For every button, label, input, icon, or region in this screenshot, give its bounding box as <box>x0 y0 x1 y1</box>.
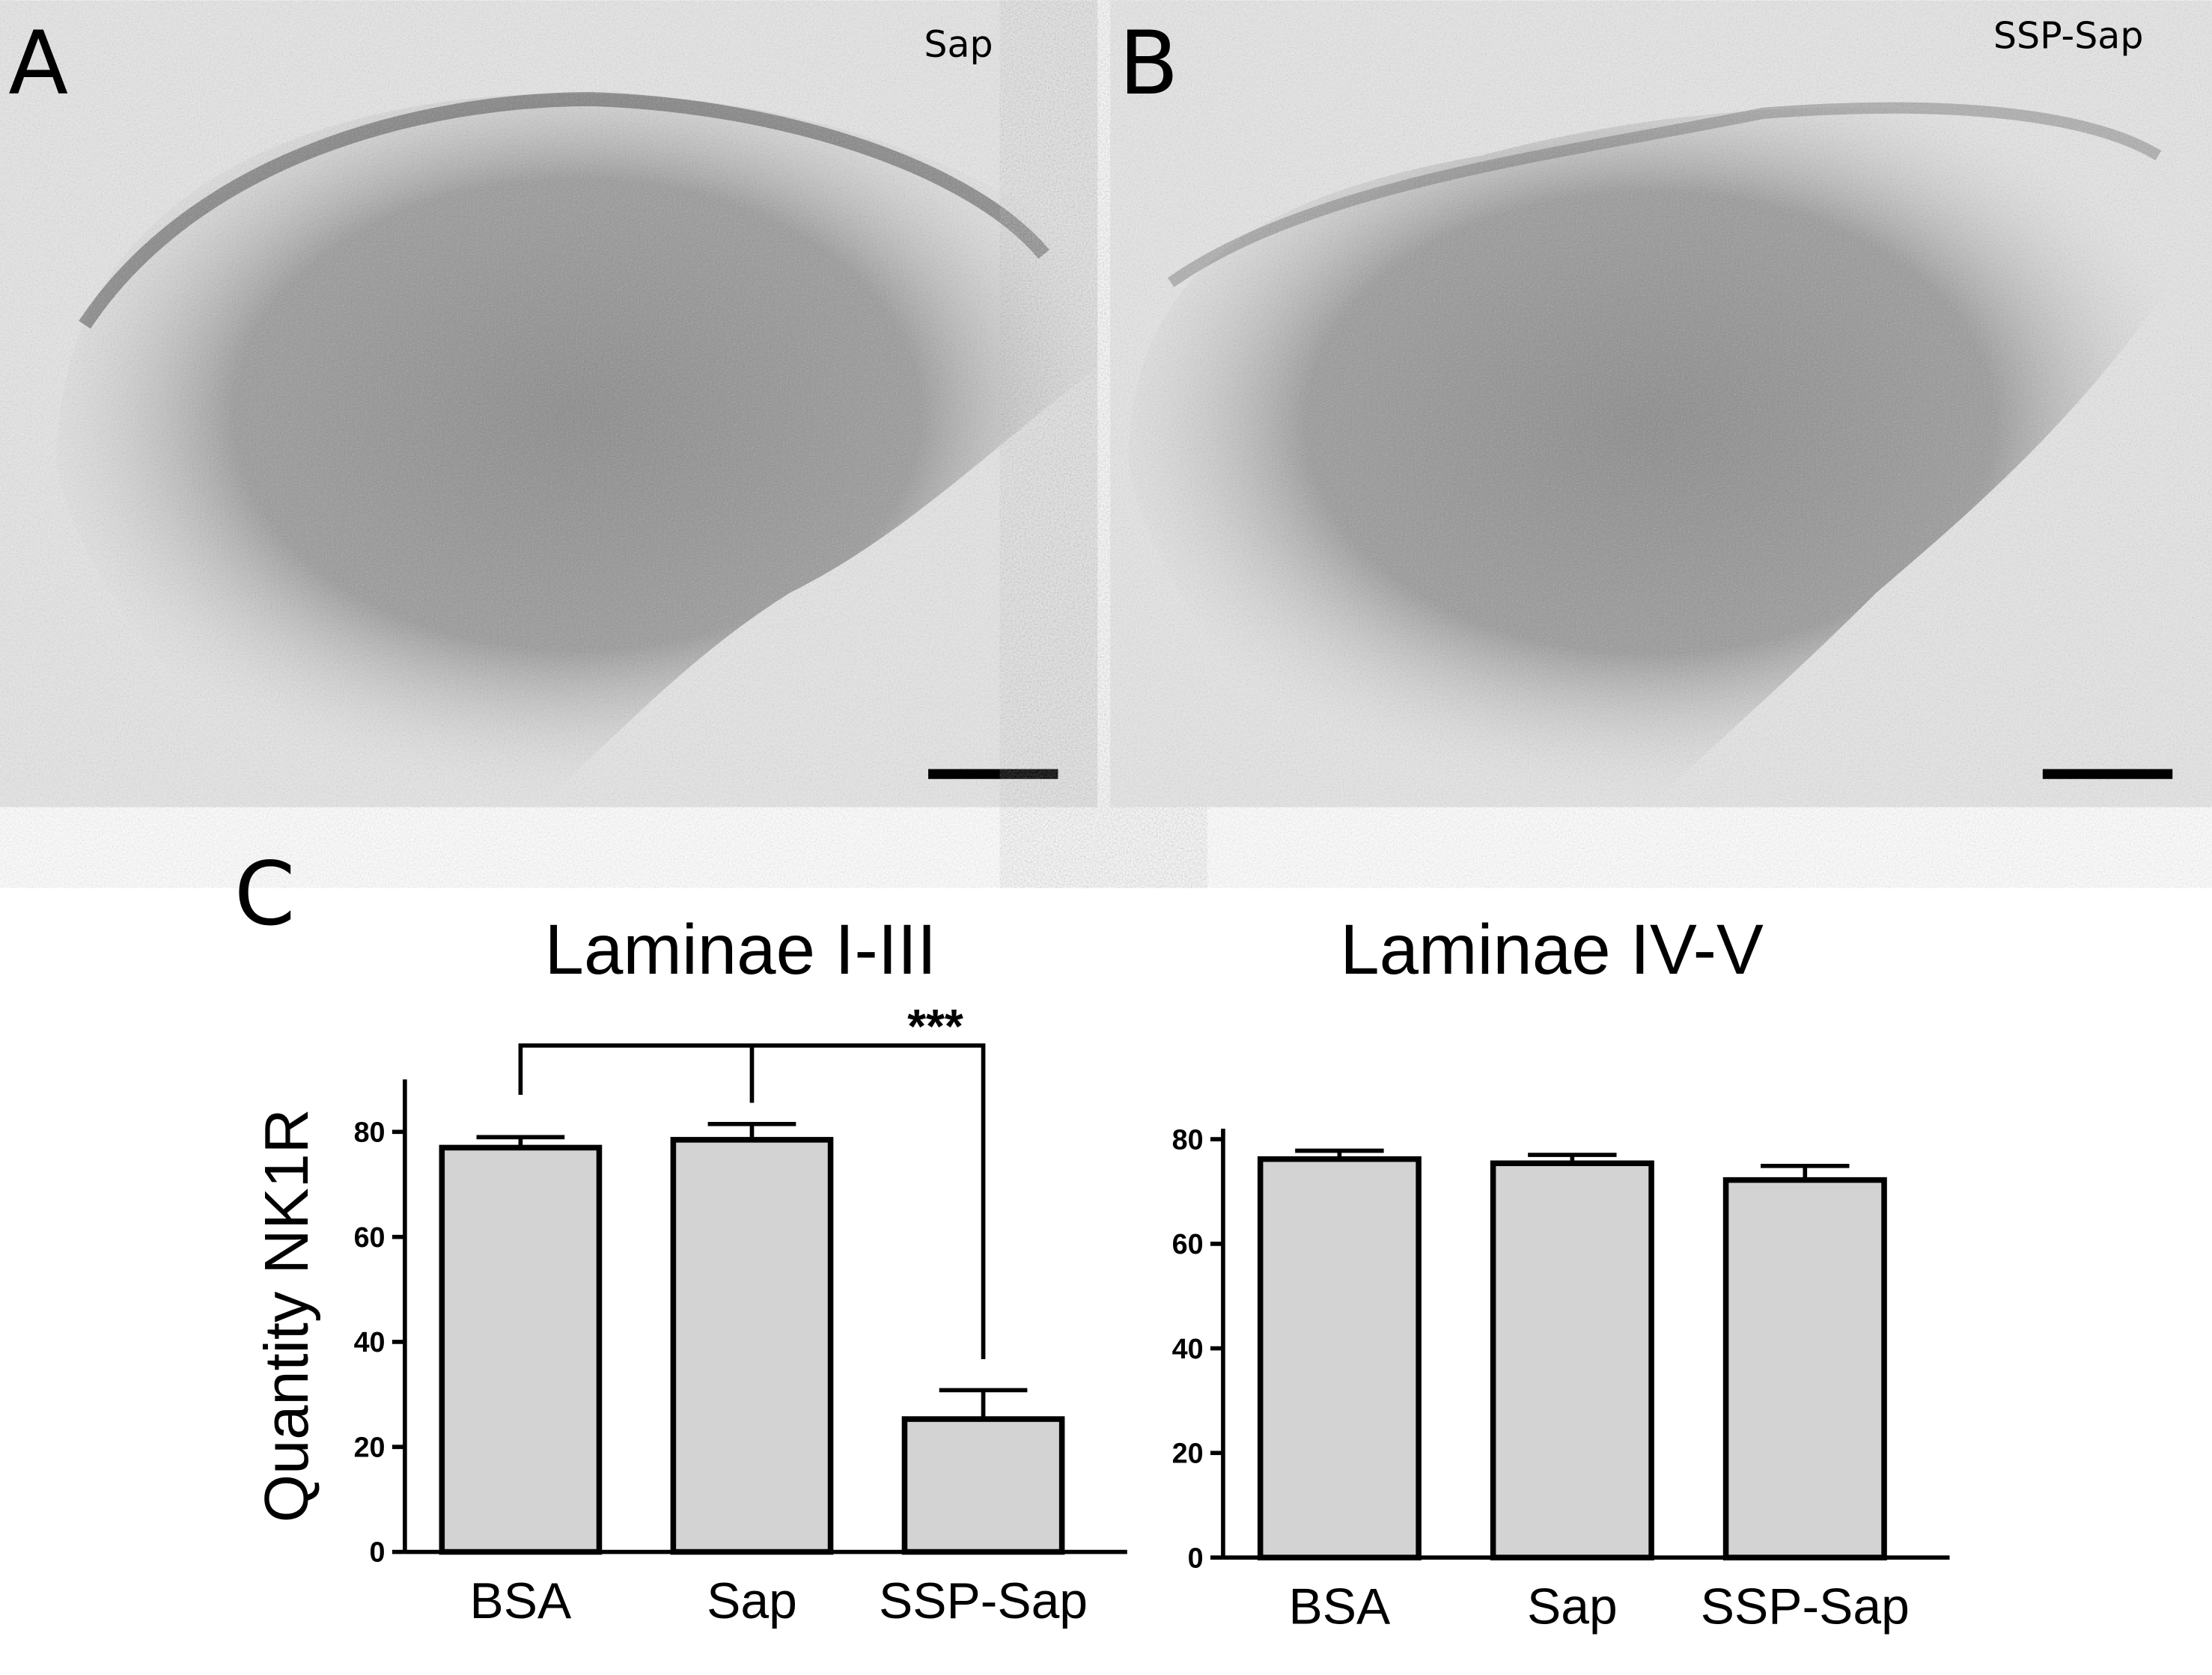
panel-label: B <box>1118 13 1178 115</box>
x-tick-label: SSP-Sap <box>879 1573 1088 1629</box>
bar <box>1257 1156 1422 1560</box>
x-tick-label: Sap <box>1527 1579 1618 1635</box>
y-tick-label: 60 <box>354 1221 386 1253</box>
micrograph-b <box>1110 0 2212 808</box>
panel-label: C <box>234 843 296 945</box>
micrograph-label: SSP-Sap <box>1993 15 2144 58</box>
bar <box>1722 1177 1887 1560</box>
y-tick-label: 60 <box>1172 1228 1204 1260</box>
bar <box>1490 1160 1654 1560</box>
bar <box>670 1137 834 1555</box>
y-tick-label: 20 <box>354 1431 386 1462</box>
chart-title: Laminae I-III <box>545 910 937 989</box>
y-tick-label: 0 <box>370 1537 386 1568</box>
x-tick-label: SSP-Sap <box>1701 1579 1910 1635</box>
chart-title: Laminae IV-V <box>1340 910 1764 989</box>
y-tick-label: 40 <box>354 1326 386 1358</box>
significance-bracket <box>518 1043 986 1360</box>
y-tick-label: 80 <box>1172 1123 1204 1155</box>
panel-label: A <box>8 13 68 115</box>
bar <box>439 1144 603 1555</box>
x-tick-label: BSA <box>1289 1579 1391 1635</box>
x-tick-label: BSA <box>470 1573 572 1629</box>
x-tick-label: Sap <box>707 1573 797 1629</box>
bar <box>901 1416 1065 1555</box>
y-tick-label: 80 <box>354 1117 386 1148</box>
micrograph-label: Sap <box>924 23 993 66</box>
y-tick-label: 40 <box>1172 1333 1204 1364</box>
y-axis-label: Quantity NK1R <box>252 1108 321 1522</box>
y-tick-label: 0 <box>1188 1542 1204 1573</box>
y-tick-label: 20 <box>1172 1438 1204 1469</box>
micrograph-a <box>0 0 1098 808</box>
significance-label: *** <box>907 999 963 1053</box>
